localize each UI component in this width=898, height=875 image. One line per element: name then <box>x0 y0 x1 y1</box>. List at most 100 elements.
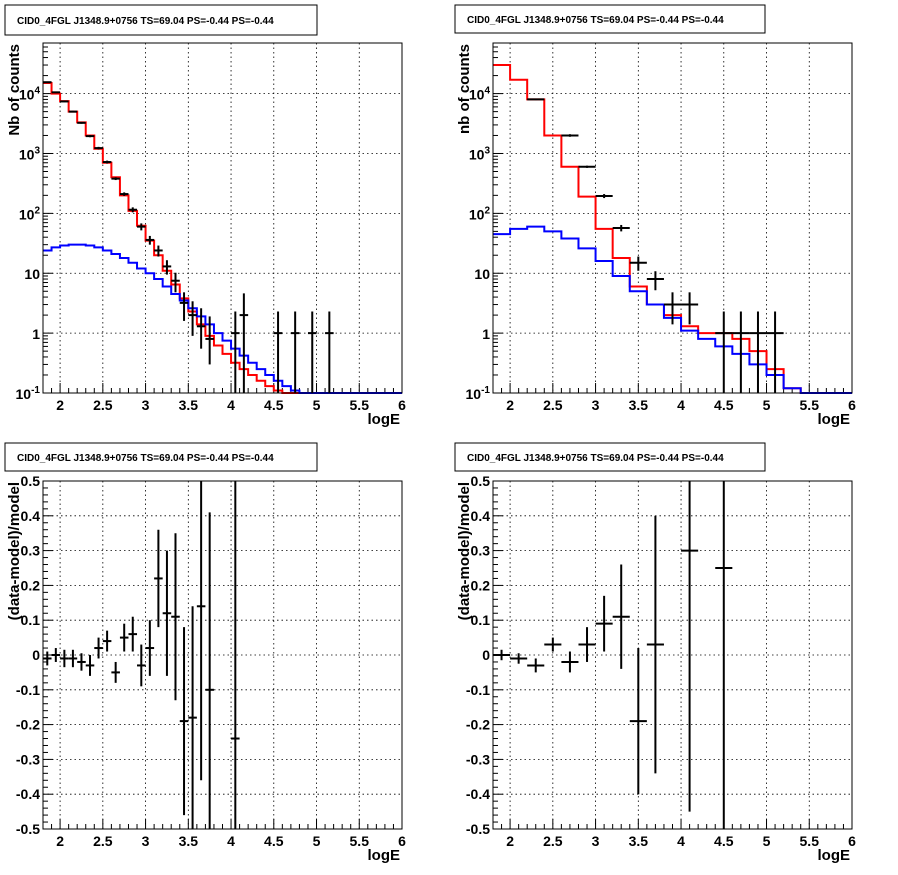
data-point <box>68 110 78 113</box>
plot-frame <box>492 480 853 830</box>
title-box <box>454 442 766 472</box>
y-tick-label: 0.4 <box>471 508 491 524</box>
data-point <box>119 192 129 196</box>
data-point <box>60 100 69 103</box>
data-point <box>162 260 172 275</box>
ticks <box>492 42 853 394</box>
data-point <box>171 272 180 293</box>
data-point <box>102 160 112 164</box>
y-tick-label: 1 <box>32 326 40 342</box>
data-point <box>527 98 545 101</box>
residual-point <box>715 481 733 829</box>
data-point <box>732 311 750 393</box>
data-point <box>205 316 214 365</box>
x-tick-label: 4 <box>677 397 685 413</box>
title-box <box>4 4 318 36</box>
residual-point <box>137 644 146 687</box>
data-point <box>239 293 249 393</box>
ticks <box>42 42 403 394</box>
x-tick-label: 2 <box>56 833 64 849</box>
title-box <box>4 442 318 472</box>
grid <box>43 480 403 830</box>
residual-point <box>154 529 163 628</box>
panel-counts-right: 2 2.5 3 3.5 4 4.5 5 5.5 6 10-1 1 10 102 103 104 logE nb … <box>454 4 856 428</box>
y-tick-label: 104 <box>19 86 41 103</box>
x-tick-label: 3.5 <box>179 833 199 849</box>
y-tick-label: 0.4 <box>21 508 41 524</box>
x-tick-label: 6 <box>848 397 856 413</box>
panel-residuals-right: 2 2.5 3 3.5 4 4.5 5 5.5 6 -0.5 -0.4 -0.3 -0.2 -0.1 0 0.… <box>454 442 856 864</box>
series-model-total <box>493 64 852 394</box>
residual-point <box>60 649 69 668</box>
grid <box>493 43 853 394</box>
chart-title: CID0_4FGL J1348.9+0756 TS=69.04 PS=-0.44… <box>17 453 274 464</box>
x-tick-label: 6 <box>848 833 856 849</box>
y-tick-label: 102 <box>19 205 41 222</box>
x-tick-label: 3 <box>592 833 600 849</box>
series-model-total <box>43 82 402 394</box>
x-tick-label: 2.5 <box>543 397 563 413</box>
residual-point <box>231 481 240 829</box>
y-tick-label: -0.5 <box>16 821 40 837</box>
data-point <box>43 81 52 84</box>
x-tick-label: 5 <box>313 833 321 849</box>
chart-title: CID0_4FGL J1348.9+0756 TS=69.04 PS=-0.44… <box>467 15 724 26</box>
y-tick-label: 103 <box>469 145 491 162</box>
residual-point <box>171 533 180 701</box>
residual-point <box>51 648 61 662</box>
y-tick-label: 104 <box>469 86 491 103</box>
y-axis-label: (data-model)/model <box>456 482 473 620</box>
grid <box>493 480 853 830</box>
data-point <box>629 256 647 271</box>
data-point <box>595 194 613 199</box>
y-tick-label: 0.2 <box>21 577 41 593</box>
y-tick-label: 102 <box>469 205 491 222</box>
x-tick-label: 3 <box>142 833 150 849</box>
panel-counts-left: 2 2.5 3 3.5 4 4.5 5 5.5 6 10-1 1 10 102 103 104 logE Nb … <box>4 4 406 428</box>
data-point <box>154 245 163 257</box>
x-tick-label: 2 <box>56 397 64 413</box>
y-tick-label: -0.2 <box>466 717 490 733</box>
residual-point <box>102 630 112 652</box>
residual-point <box>85 655 95 676</box>
data-point <box>578 165 596 168</box>
y-tick-label: 0.5 <box>21 473 41 489</box>
x-tick-label: 5.5 <box>800 833 820 849</box>
y-tick-label: -0.5 <box>466 821 490 837</box>
data-point <box>749 311 767 393</box>
residual-point <box>205 512 214 829</box>
ticks <box>42 480 403 830</box>
residual-point <box>179 627 189 816</box>
y-tick-label: 0.1 <box>21 612 41 628</box>
residual-point <box>646 515 664 774</box>
y-tick-label: 0.3 <box>21 543 41 559</box>
x-axis-label: logE <box>368 411 401 428</box>
x-tick-label: 3.5 <box>179 397 199 413</box>
x-tick-label: 6 <box>398 397 406 413</box>
x-tick-label: 5.5 <box>350 833 370 849</box>
residual-point <box>111 661 120 683</box>
x-tick-label: 2.5 <box>93 397 113 413</box>
residual-point <box>188 606 197 829</box>
data-point <box>307 311 317 393</box>
residual-point <box>629 648 647 795</box>
x-tick-label: 2 <box>506 397 514 413</box>
residual-point <box>578 627 596 662</box>
y-tick-label: -0.3 <box>16 751 40 767</box>
residual-point <box>527 658 545 673</box>
x-tick-label: 5.5 <box>350 397 370 413</box>
plot-frame <box>492 42 853 394</box>
x-tick-label: 4 <box>227 833 235 849</box>
y-tick-label: -0.2 <box>16 717 40 733</box>
data-point <box>766 311 784 393</box>
x-tick-label: 2.5 <box>543 833 563 849</box>
y-tick-label: 0.2 <box>471 577 491 593</box>
data-point <box>111 177 120 181</box>
data-point <box>137 223 146 231</box>
y-tick-label: -0.4 <box>466 786 490 802</box>
y-tick-label: -0.3 <box>466 751 490 767</box>
data-point <box>128 207 138 213</box>
ticks <box>492 480 853 830</box>
residual-point <box>612 564 630 669</box>
